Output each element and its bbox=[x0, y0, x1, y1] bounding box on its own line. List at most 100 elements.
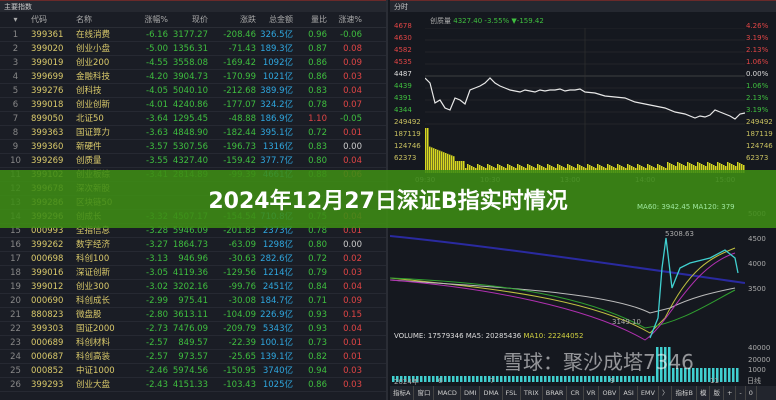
table-row[interactable]: 2 399020 创业小盘 -5.00 1356.31 -71.43 189.3亿 0.87 0… bbox=[0, 42, 386, 56]
table-cell: 0.80 bbox=[308, 156, 327, 166]
volume-bar bbox=[488, 376, 491, 382]
table-cell: -3.57 bbox=[146, 142, 168, 152]
toolbar-button[interactable]: BRAR bbox=[543, 386, 568, 400]
table-cell: -30.63 bbox=[228, 254, 256, 264]
column-header[interactable]: 涨速% bbox=[338, 15, 362, 24]
table-row[interactable]: 26 399293 创业大盘 -2.43 4151.33 -103.43 1025亿 0.86… bbox=[0, 378, 386, 392]
toolbar-button[interactable]: 指标B bbox=[672, 386, 697, 400]
column-header[interactable]: 现价 bbox=[192, 15, 208, 24]
column-header[interactable]: 量比 bbox=[311, 15, 327, 24]
table-cell: -48.88 bbox=[228, 114, 256, 124]
table-cell: 3202.16 bbox=[172, 282, 208, 292]
toolbar-button[interactable]: OBV bbox=[599, 386, 621, 400]
toolbar-button[interactable]: VR bbox=[584, 386, 600, 400]
table-row[interactable]: 19 399012 创业300 -3.02 3202.16 -99.76 2451亿 0.84… bbox=[0, 280, 386, 294]
table-row[interactable]: 18 399016 深证创新 -3.05 4119.36 -129.56 1214亿 0.79… bbox=[0, 266, 386, 280]
table-row[interactable]: 15 000993 全指信息 -3.28 5946.09 -201.83 2373亿 0.78… bbox=[0, 224, 386, 238]
table-cell: 189.3亿 bbox=[260, 44, 293, 54]
volume-bar bbox=[648, 376, 651, 382]
intraday-title: 分时 bbox=[390, 0, 776, 12]
table-cell: 1092亿 bbox=[262, 58, 293, 68]
table-cell: 1214亿 bbox=[262, 268, 293, 278]
table-cell: 科创100 bbox=[76, 254, 110, 264]
banner-title: 2024年12月27日深证B指实时情况 bbox=[208, 189, 568, 214]
table-row[interactable]: 8 399363 国证算力 -3.63 4848.90 -182.44 395.1亿 0.72… bbox=[0, 126, 386, 140]
volume-bar bbox=[408, 376, 411, 382]
column-header[interactable]: 涨幅% bbox=[144, 15, 168, 24]
table-row[interactable]: 5 399276 创科技 -4.05 5040.10 -212.68 389.9亿 0.83 0… bbox=[0, 84, 386, 98]
toolbar-button[interactable]: FSL bbox=[503, 386, 521, 400]
table-row[interactable]: 10 399269 创质量 -3.55 4327.40 -159.42 377.7亿 0.80… bbox=[0, 154, 386, 168]
toolbar-button[interactable]: - bbox=[736, 386, 746, 400]
table-cell: -2.57 bbox=[146, 352, 168, 362]
table-cell: 4119.36 bbox=[172, 268, 208, 278]
toolbar-button[interactable]: EMV bbox=[638, 386, 659, 400]
volume-bar bbox=[579, 165, 581, 173]
table-row[interactable]: 23 000689 科创材料 -2.57 849.57 -22.39 100.1亿 0.73 0… bbox=[0, 336, 386, 350]
volume-bar bbox=[616, 376, 619, 382]
table-row[interactable]: 16 399262 数字经济 -3.27 1864.73 -63.09 1298亿 0.80 0… bbox=[0, 238, 386, 252]
toolbar-button[interactable]: 模 bbox=[697, 386, 711, 400]
table-row[interactable]: 6 399018 创业创新 -4.01 4240.86 -177.07 324.2亿 0.78… bbox=[0, 98, 386, 112]
table-cell: 0.15 bbox=[343, 310, 362, 320]
table-cell: 399016 bbox=[31, 268, 64, 278]
volume-bar bbox=[637, 164, 639, 173]
toolbar-button[interactable]: 〉 bbox=[659, 386, 673, 400]
toolbar-button[interactable]: 窗口 bbox=[414, 386, 435, 400]
table-cell: -208.46 bbox=[223, 30, 256, 40]
table-cell: 4151.33 bbox=[172, 380, 208, 390]
volume-bar bbox=[487, 164, 489, 173]
column-header[interactable]: 名称 bbox=[76, 15, 92, 24]
table-cell: 395.1亿 bbox=[260, 128, 293, 138]
volume-bar bbox=[728, 368, 731, 382]
table-row[interactable]: 17 000698 科创100 -3.13 946.96 -30.63 282.6亿 0.72… bbox=[0, 252, 386, 266]
table-row[interactable]: 4 399699 金融科技 -4.20 3904.73 -170.99 1021亿 0.86 0… bbox=[0, 70, 386, 84]
volume-bar bbox=[649, 165, 651, 173]
volume-bar bbox=[547, 164, 549, 173]
table-row[interactable]: 7 899050 北证50 -3.64 1295.45 -48.88 186.9亿 1.10 -… bbox=[0, 112, 386, 126]
volume-bar bbox=[733, 165, 735, 173]
axis-label: 2.13% bbox=[746, 94, 769, 102]
volume-bar bbox=[576, 376, 579, 382]
volume-bar bbox=[712, 368, 715, 382]
volume-bar bbox=[697, 162, 699, 173]
table-cell: 0.01 bbox=[343, 338, 362, 348]
toolbar-button[interactable]: CR bbox=[567, 386, 584, 400]
table-cell: 377.7亿 bbox=[260, 156, 293, 166]
table-row[interactable]: 1 399361 在线消费 -6.16 3177.27 -208.46 326.5亿 0.96… bbox=[0, 28, 386, 42]
table-row[interactable]: 21 880823 微盘股 -2.80 3613.11 -104.09 226.9亿 0.93… bbox=[0, 308, 386, 322]
column-header[interactable]: 总金额 bbox=[269, 15, 293, 24]
volume-bar bbox=[608, 376, 611, 382]
table-cell: 0.09 bbox=[343, 296, 362, 306]
column-header[interactable]: ▾ bbox=[13, 15, 18, 24]
volume-bar bbox=[531, 166, 533, 173]
table-cell: 新硬件 bbox=[76, 142, 102, 152]
table-cell: 0.73 bbox=[308, 338, 327, 348]
toolbar-button[interactable]: 0 bbox=[746, 386, 757, 400]
table-row[interactable]: 25 000852 中证1000 -2.46 5974.56 -150.95 3740亿 0.… bbox=[0, 364, 386, 378]
table-cell: 0.80 bbox=[308, 240, 327, 250]
toolbar-button[interactable]: DMI bbox=[461, 386, 481, 400]
axis-label: 249492 bbox=[746, 118, 773, 126]
table-cell: 3613.11 bbox=[172, 310, 208, 320]
table-row[interactable]: 20 000690 科创成长 -2.99 975.41 -30.08 184.7亿 0.71 0… bbox=[0, 294, 386, 308]
volume-bar bbox=[467, 164, 469, 173]
toolbar-button[interactable]: TRIX bbox=[521, 386, 543, 400]
volume-bar bbox=[441, 151, 443, 173]
volume-bar bbox=[448, 376, 451, 382]
table-row[interactable]: 9 399360 新硬件 -3.57 5307.56 -196.73 1316亿 0.83 0.… bbox=[0, 140, 386, 154]
column-header[interactable]: 代码 bbox=[31, 15, 47, 24]
volume-bar bbox=[672, 368, 675, 382]
table-cell: -103.43 bbox=[223, 380, 256, 390]
low-label: 3149.10 bbox=[612, 318, 641, 326]
table-row[interactable]: 3 399019 创业200 -4.55 3558.08 -169.42 1092亿 0.86… bbox=[0, 56, 386, 70]
toolbar-button[interactable]: DMA bbox=[480, 386, 503, 400]
toolbar-button[interactable]: 版 bbox=[710, 386, 724, 400]
toolbar-button[interactable]: + bbox=[724, 386, 737, 400]
table-row[interactable]: 24 000687 科创高装 -2.57 973.57 -25.65 139.1亿 0.82 0… bbox=[0, 350, 386, 364]
column-header[interactable]: 涨跌 bbox=[240, 15, 256, 24]
toolbar-button[interactable]: 指标A bbox=[390, 386, 415, 400]
toolbar-button[interactable]: MACD bbox=[434, 386, 461, 400]
table-row[interactable]: 22 399303 国证2000 -2.73 7476.09 -209.79 5343亿 0.… bbox=[0, 322, 386, 336]
toolbar-button[interactable]: ASI bbox=[620, 386, 638, 400]
